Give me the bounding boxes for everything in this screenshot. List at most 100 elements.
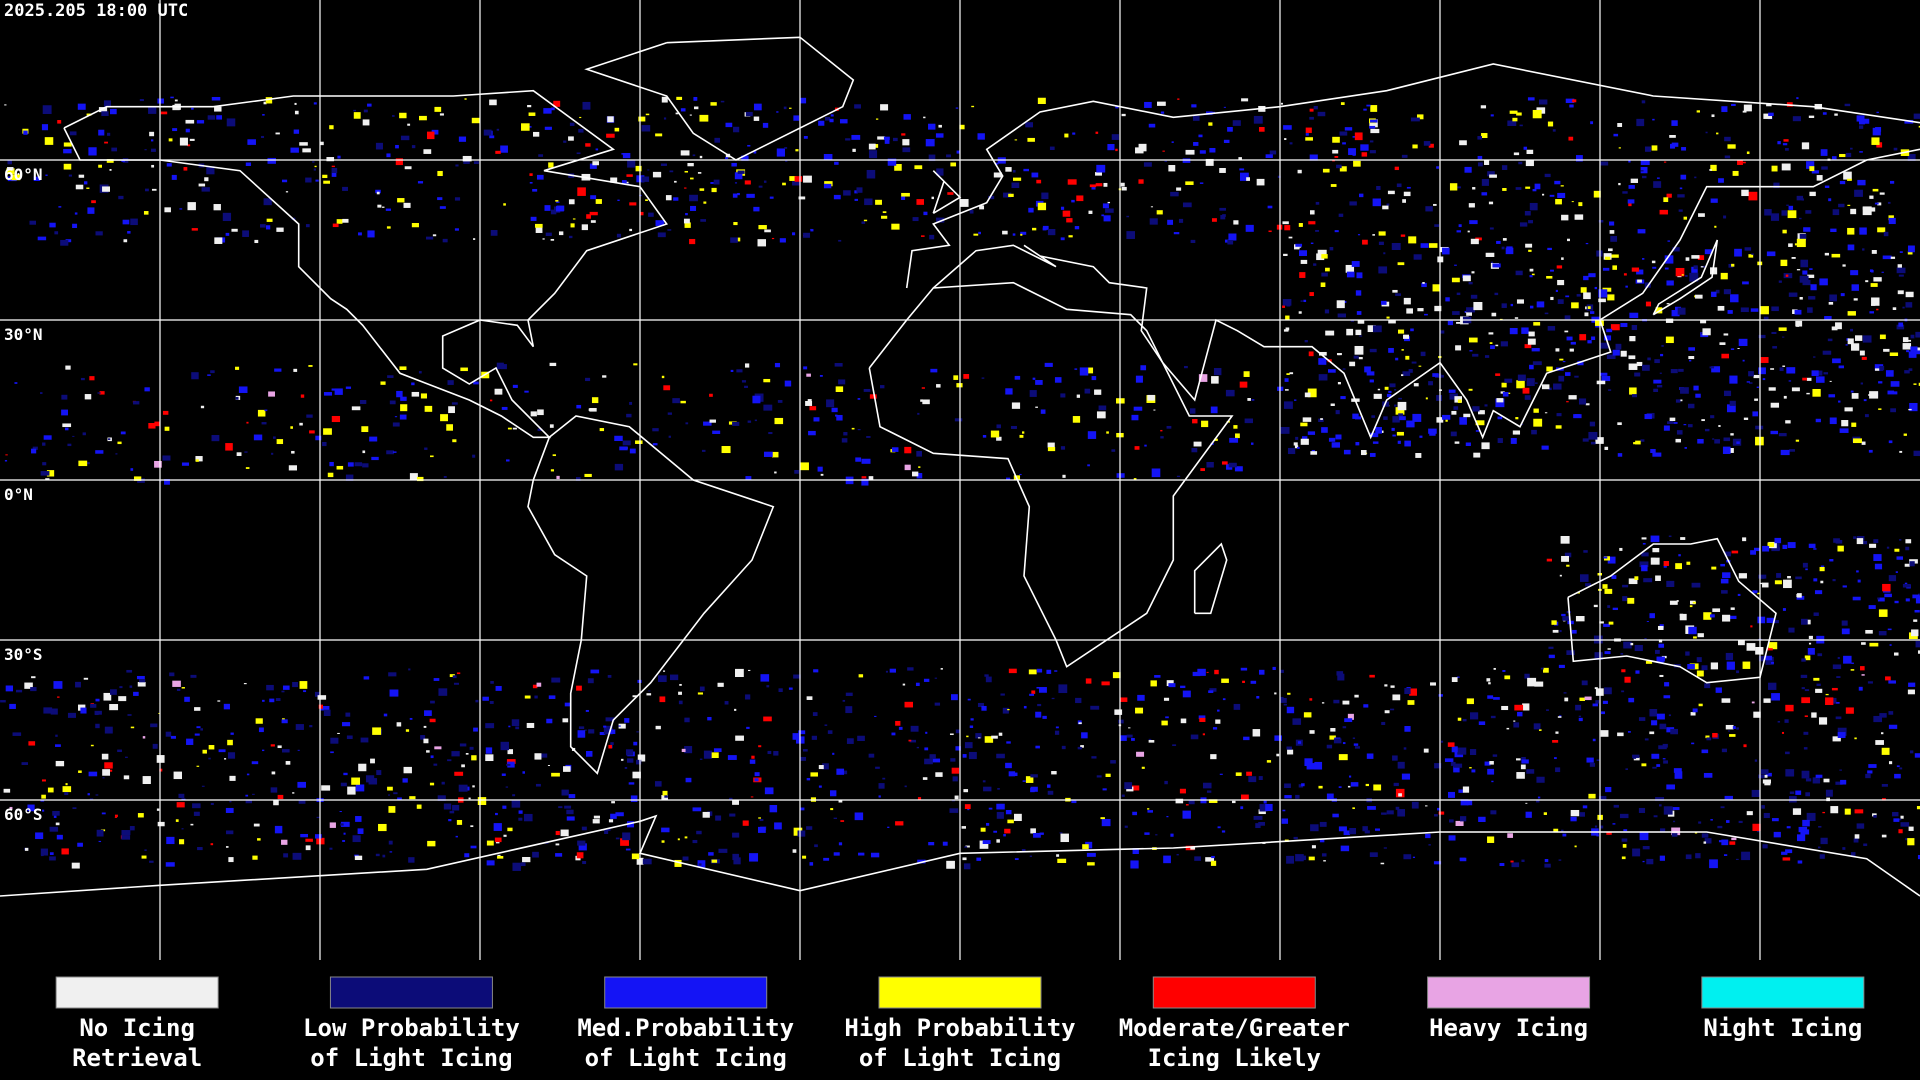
icing-pixel (1243, 371, 1250, 377)
icing-pixel (1838, 365, 1845, 369)
icing-pixel (454, 228, 459, 231)
icing-pixel (1862, 206, 1872, 216)
icing-pixel (1267, 205, 1273, 209)
icing-pixel (753, 151, 757, 154)
icing-pixel (416, 804, 422, 809)
icing-pixel (1095, 131, 1099, 134)
icing-pixel (1297, 446, 1300, 449)
icing-pixel (1389, 383, 1396, 388)
icing-pixel (332, 223, 339, 228)
icing-pixel (1665, 336, 1674, 344)
icing-pixel (1339, 166, 1347, 172)
icing-pixel (996, 811, 1004, 819)
icing-pixel (903, 114, 911, 120)
icing-pixel (993, 172, 1002, 178)
icing-pixel (1340, 845, 1350, 852)
icing-pixel (1875, 740, 1884, 745)
icing-pixel (1799, 296, 1803, 300)
icing-pixel (1490, 114, 1494, 117)
icing-pixel (1149, 218, 1158, 225)
icing-pixel (227, 752, 236, 759)
icing-pixel (1800, 829, 1810, 835)
icing-pixel (677, 838, 680, 841)
icing-pixel (1847, 204, 1851, 206)
coastline (527, 415, 775, 775)
icing-pixel (1318, 418, 1324, 423)
icing-pixel (1392, 416, 1400, 423)
icing-pixel (261, 135, 265, 139)
icing-pixel (1881, 784, 1888, 787)
icing-pixel (1190, 847, 1196, 850)
icing-pixel (1696, 670, 1704, 677)
icing-pixel (1160, 111, 1165, 114)
icing-pixel (486, 860, 495, 866)
icing-pixel (1074, 226, 1080, 230)
icing-pixel (1369, 452, 1376, 457)
icing-pixel (1500, 341, 1508, 347)
icing-pixel (1412, 856, 1416, 859)
icing-pixel (547, 765, 551, 766)
icing-pixel (1872, 813, 1877, 817)
icing-pixel (1355, 329, 1362, 336)
icing-pixel (1504, 378, 1513, 383)
icing-pixel (935, 133, 944, 138)
icing-pixel (1552, 740, 1559, 743)
icing-pixel (1245, 224, 1254, 232)
icing-pixel (196, 726, 201, 729)
icing-pixel (560, 829, 569, 837)
icing-pixel (225, 846, 229, 848)
icing-pixel (1631, 324, 1638, 331)
icing-pixel (1565, 372, 1571, 376)
icing-pixel (439, 113, 444, 116)
icing-pixel (564, 702, 571, 707)
icing-pixel (320, 141, 324, 146)
icing-pixel (1533, 418, 1543, 427)
icing-pixel (506, 763, 511, 766)
icing-pixel (1824, 252, 1829, 256)
icing-pixel (996, 839, 1000, 843)
icing-pixel (779, 238, 786, 243)
icing-pixel (1607, 556, 1616, 564)
icing-pixel (400, 404, 408, 412)
icing-pixel (1036, 668, 1043, 673)
icing-pixel (1032, 227, 1037, 231)
icing-pixel (90, 703, 97, 708)
icing-pixel (1787, 542, 1796, 549)
icing-pixel (1470, 238, 1479, 245)
icing-pixel (1060, 206, 1065, 210)
icing-pixel (763, 716, 772, 722)
icing-pixel (1835, 322, 1842, 330)
icing-pixel (1135, 375, 1143, 383)
icing-pixel (1578, 717, 1583, 722)
icing-pixel (1451, 410, 1457, 415)
icing-pixel (1770, 430, 1779, 435)
icing-pixel (1837, 656, 1840, 660)
icing-pixel (1086, 367, 1094, 374)
icing-pixel (1710, 164, 1717, 171)
icing-pixel (165, 731, 172, 737)
icing-pixel (1555, 289, 1558, 292)
icing-pixel (1378, 266, 1388, 274)
icing-pixel (83, 677, 89, 680)
icing-pixel (1573, 414, 1582, 419)
icing-pixel (1702, 328, 1711, 336)
icing-pixel (115, 453, 118, 455)
icing-pixel (1008, 771, 1016, 777)
icing-pixel (916, 451, 922, 457)
icing-pixel (142, 776, 151, 785)
icing-pixel (675, 112, 679, 115)
icing-pixel (680, 108, 686, 112)
icing-pixel (697, 692, 703, 695)
icing-pixel (959, 124, 965, 130)
icing-pixel (1555, 731, 1559, 734)
icing-pixel (683, 218, 690, 224)
icing-pixel (452, 675, 457, 679)
icing-pixel (193, 811, 200, 816)
legend-swatch (329, 976, 493, 1009)
icing-pixel (1599, 621, 1604, 624)
icing-pixel (1564, 552, 1572, 558)
icing-pixel (747, 144, 751, 147)
icing-pixel (581, 224, 588, 231)
icing-pixel (1592, 703, 1598, 707)
icing-pixel (833, 852, 840, 856)
